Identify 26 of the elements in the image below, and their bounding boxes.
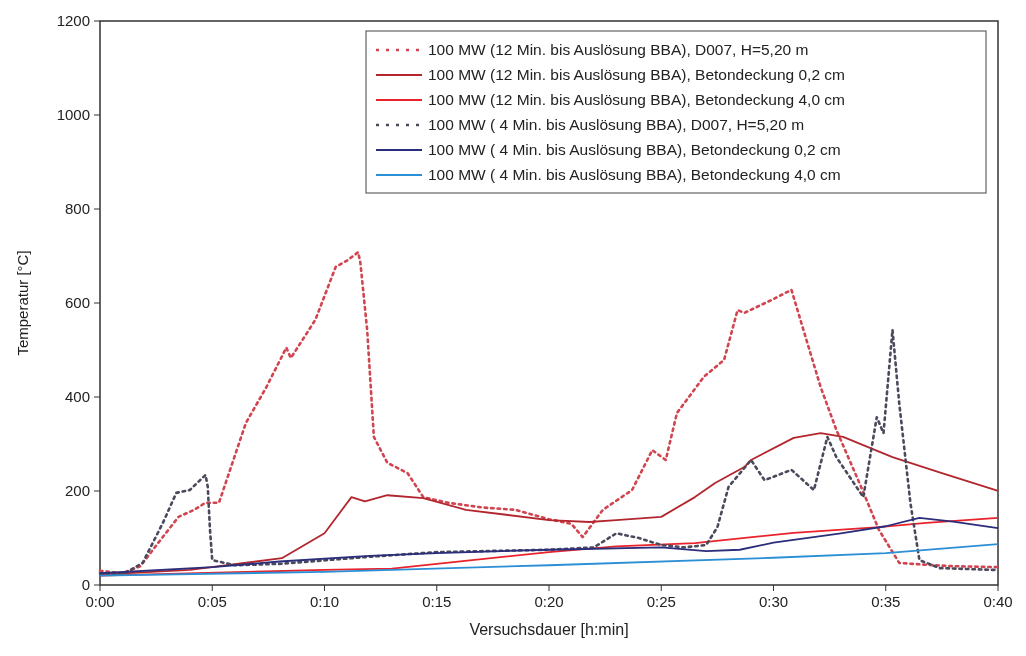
x-tick-label: 0:05 bbox=[197, 593, 227, 610]
x-tick-label: 0:00 bbox=[85, 593, 115, 610]
y-tick-label: 1200 bbox=[56, 12, 90, 29]
x-tick-label: 0:30 bbox=[758, 593, 789, 610]
line-series bbox=[98, 250, 1000, 575]
y-axis-title: Temperatur [°C] bbox=[14, 250, 31, 356]
x-tick-label: 0:35 bbox=[871, 593, 901, 610]
legend-label: 100 MW (12 Min. bis Auslösung BBA), D007, H=5,20 m bbox=[428, 41, 809, 58]
legend-label: 100 MW ( 4 Min. bis Auslösung BBA), Betondeckung 4,0 cm bbox=[428, 166, 841, 183]
x-axis-title: Versuchsdauer [h:min] bbox=[469, 621, 629, 638]
legend-label: 100 MW (12 Min. bis Auslösung BBA), Betondeckung 4,0 cm bbox=[428, 91, 845, 108]
x-tick-label: 0:20 bbox=[534, 593, 564, 610]
y-tick-label: 200 bbox=[64, 482, 90, 499]
y-tick-label: 400 bbox=[64, 388, 90, 405]
x-tick-label: 0:15 bbox=[422, 593, 452, 610]
legend-label: 100 MW ( 4 Min. bis Auslösung BBA), D007, H=5,20 m bbox=[428, 116, 805, 133]
x-tick-label: 0:10 bbox=[309, 593, 340, 610]
x-tick-label: 0:40 bbox=[983, 593, 1013, 610]
y-tick-label: 600 bbox=[64, 294, 90, 311]
legend-label: 100 MW (12 Min. bis Auslösung BBA), Betondeckung 0,2 cm bbox=[428, 66, 845, 83]
x-tick-label: 0:25 bbox=[646, 593, 676, 610]
y-tick-label: 1000 bbox=[56, 106, 90, 123]
y-tick-label: 800 bbox=[64, 200, 90, 217]
y-tick-label: 0 bbox=[81, 576, 90, 593]
legend-label: 100 MW ( 4 Min. bis Auslösung BBA), Betondeckung 0,2 cm bbox=[428, 141, 841, 158]
line-series bbox=[99, 543, 999, 577]
